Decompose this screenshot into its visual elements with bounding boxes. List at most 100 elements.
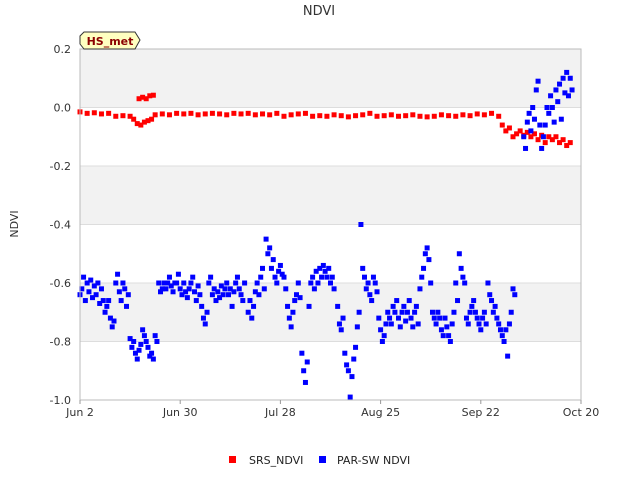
point-srs-ndvi bbox=[506, 125, 512, 131]
point-par-sw-ndvi bbox=[263, 236, 269, 242]
point-par-sw-ndvi bbox=[272, 274, 278, 280]
point-par-sw-ndvi bbox=[116, 289, 122, 295]
point-srs-ndvi bbox=[131, 116, 137, 122]
point-par-sw-ndvi bbox=[118, 298, 124, 304]
point-par-sw-ndvi bbox=[240, 298, 246, 304]
x-tick-label: Aug 25 bbox=[361, 406, 400, 419]
point-par-sw-ndvi bbox=[387, 315, 393, 321]
point-par-sw-ndvi bbox=[254, 280, 260, 286]
point-srs-ndvi bbox=[238, 111, 244, 117]
point-srs-ndvi bbox=[317, 113, 323, 119]
point-par-sw-ndvi bbox=[211, 286, 217, 292]
point-par-sw-ndvi bbox=[535, 78, 541, 84]
point-par-sw-ndvi bbox=[378, 327, 384, 333]
point-par-sw-ndvi bbox=[546, 110, 552, 116]
chart-title: NDVI bbox=[303, 4, 335, 19]
point-par-sw-ndvi bbox=[557, 81, 563, 87]
point-par-sw-ndvi bbox=[553, 87, 559, 93]
point-par-sw-ndvi bbox=[261, 286, 267, 292]
badge-text: HS_met bbox=[87, 35, 134, 48]
legend-label-srs-ndvi: SRS_NDVI bbox=[249, 454, 303, 467]
point-srs-ndvi bbox=[557, 140, 563, 146]
point-srs-ndvi bbox=[245, 110, 251, 116]
point-par-sw-ndvi bbox=[299, 350, 305, 356]
point-par-sw-ndvi bbox=[370, 274, 376, 280]
point-srs-ndvi bbox=[288, 112, 294, 118]
legend-item-srs-ndvi[interactable]: SRS_NDVI bbox=[229, 454, 303, 467]
point-par-sw-ndvi bbox=[260, 265, 266, 271]
point-par-sw-ndvi bbox=[317, 265, 323, 271]
point-srs-ndvi bbox=[542, 140, 548, 146]
point-par-sw-ndvi bbox=[403, 318, 409, 324]
plot-area-border bbox=[79, 48, 582, 401]
point-par-sw-ndvi bbox=[102, 309, 108, 315]
point-srs-ndvi bbox=[143, 96, 149, 102]
point-par-sw-ndvi bbox=[129, 344, 135, 350]
point-par-sw-ndvi bbox=[188, 280, 194, 286]
point-par-sw-ndvi bbox=[229, 303, 235, 309]
point-srs-ndvi bbox=[517, 128, 523, 134]
point-par-sw-ndvi bbox=[326, 265, 332, 271]
point-par-sw-ndvi bbox=[549, 105, 555, 110]
point-srs-ndvi bbox=[567, 140, 573, 146]
point-par-sw-ndvi bbox=[437, 315, 443, 321]
point-srs-ndvi bbox=[224, 112, 230, 118]
point-srs-ndvi bbox=[231, 110, 237, 116]
point-srs-ndvi bbox=[150, 92, 156, 98]
background-band bbox=[80, 224, 581, 283]
point-par-sw-ndvi bbox=[412, 309, 418, 315]
point-par-sw-ndvi bbox=[143, 339, 149, 344]
point-par-sw-ndvi bbox=[81, 274, 87, 280]
point-par-sw-ndvi bbox=[537, 122, 543, 128]
point-par-sw-ndvi bbox=[390, 303, 396, 309]
point-srs-ndvi bbox=[252, 112, 258, 118]
point-par-sw-ndvi bbox=[490, 309, 496, 315]
point-srs-ndvi bbox=[310, 113, 316, 119]
point-par-sw-ndvi bbox=[458, 265, 464, 271]
x-tick-label: Jun 2 bbox=[65, 406, 94, 419]
point-par-sw-ndvi bbox=[440, 333, 446, 339]
point-par-sw-ndvi bbox=[435, 309, 441, 315]
point-par-sw-ndvi bbox=[95, 280, 101, 286]
point-srs-ndvi bbox=[560, 137, 566, 143]
point-par-sw-ndvi bbox=[335, 303, 341, 309]
point-par-sw-ndvi bbox=[426, 257, 432, 263]
y-axis-label: NDVI bbox=[8, 210, 21, 237]
point-par-sw-ndvi bbox=[419, 274, 425, 280]
point-srs-ndvi bbox=[481, 112, 487, 118]
point-par-sw-ndvi bbox=[408, 315, 414, 321]
point-par-sw-ndvi bbox=[472, 309, 478, 315]
x-tick-label: Jul 28 bbox=[264, 406, 296, 419]
point-srs-ndvi bbox=[360, 112, 366, 118]
point-par-sw-ndvi bbox=[251, 303, 257, 309]
point-par-sw-ndvi bbox=[122, 286, 128, 292]
point-srs-ndvi bbox=[188, 110, 194, 116]
point-srs-ndvi bbox=[546, 134, 552, 140]
x-tick-label: Sep 22 bbox=[462, 406, 500, 419]
point-par-sw-ndvi bbox=[106, 298, 112, 304]
point-par-sw-ndvi bbox=[565, 93, 571, 99]
point-par-sw-ndvi bbox=[177, 286, 183, 292]
point-par-sw-ndvi bbox=[463, 315, 469, 321]
point-par-sw-ndvi bbox=[494, 315, 500, 321]
point-par-sw-ndvi bbox=[360, 265, 366, 271]
point-srs-ndvi bbox=[267, 112, 273, 118]
point-srs-ndvi bbox=[302, 110, 308, 116]
point-par-sw-ndvi bbox=[186, 286, 192, 292]
point-par-sw-ndvi bbox=[159, 286, 165, 292]
x-axis-ticks: Jun 2 Jun 30 Jul 28 Aug 25 Sep 22 Oct 20 bbox=[65, 400, 599, 419]
point-par-sw-ndvi bbox=[385, 309, 391, 315]
point-par-sw-ndvi bbox=[523, 145, 529, 151]
point-par-sw-ndvi bbox=[165, 280, 171, 286]
point-par-sw-ndvi bbox=[467, 309, 473, 315]
point-par-sw-ndvi bbox=[392, 309, 398, 315]
point-par-sw-ndvi bbox=[539, 145, 545, 151]
legend-item-par-sw-ndvi[interactable]: PAR-SW NDVI bbox=[319, 454, 410, 467]
point-par-sw-ndvi bbox=[451, 309, 457, 315]
point-par-sw-ndvi bbox=[367, 292, 373, 298]
point-par-sw-ndvi bbox=[154, 339, 160, 344]
point-par-sw-ndvi bbox=[315, 280, 321, 286]
point-par-sw-ndvi bbox=[140, 327, 146, 333]
point-par-sw-ndvi bbox=[295, 280, 301, 286]
